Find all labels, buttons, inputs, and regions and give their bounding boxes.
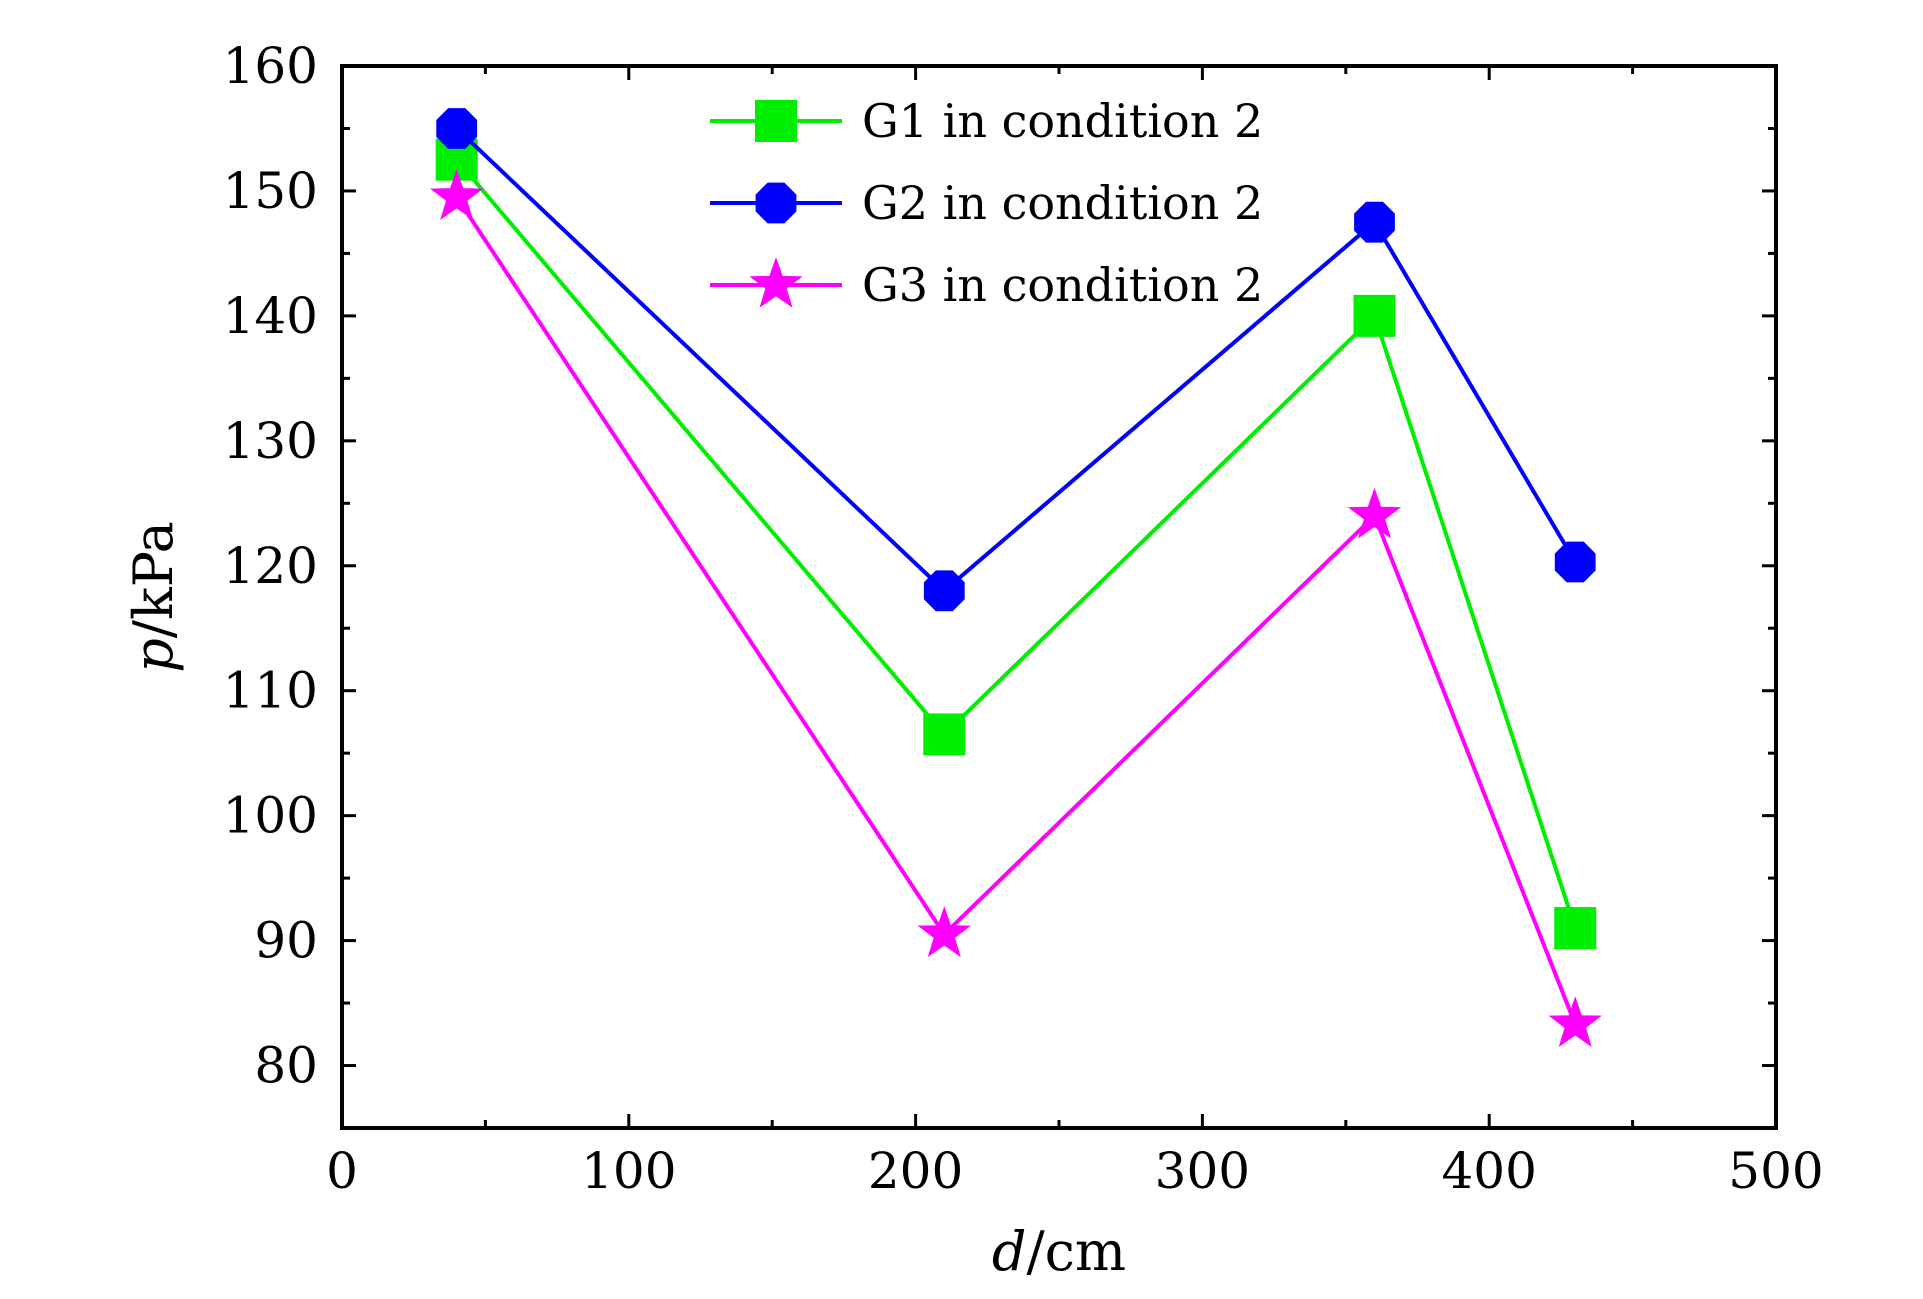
series-3-segment — [1372, 515, 1578, 1026]
series-2-segment — [1372, 221, 1577, 564]
series-3-segment — [942, 514, 1376, 936]
series-layer — [430, 108, 1602, 1047]
legend-label: G1 in condition 2 — [862, 94, 1263, 148]
series-1-segment — [1372, 315, 1578, 929]
series-2 — [436, 108, 1596, 612]
series-1-point — [923, 713, 966, 756]
series-2-segment — [942, 220, 1376, 593]
legend-entry-1: G1 in condition 2 — [710, 94, 1263, 148]
x-tick-label: 500 — [1728, 1142, 1823, 1200]
x-tick-label: 400 — [1441, 1142, 1536, 1200]
series-1 — [435, 138, 1597, 950]
x-tick-label: 300 — [1155, 1142, 1250, 1200]
legend-label: G2 in condition 2 — [862, 176, 1263, 230]
y-tick-label: 150 — [223, 162, 318, 220]
series-2-point — [1354, 201, 1395, 243]
x-axis-variable: d — [992, 1220, 1027, 1283]
legend: G1 in condition 2 G2 in condition 2 G3 in … — [710, 94, 1263, 312]
series-3-point — [917, 906, 972, 958]
series-3-point — [430, 169, 484, 220]
series-1-point — [1554, 907, 1597, 950]
legend-marker — [749, 256, 803, 308]
series-1-segment — [455, 158, 946, 736]
x-tick-label: 100 — [581, 1142, 676, 1200]
x-tick-label: 200 — [868, 1142, 963, 1200]
series-1-segment — [942, 314, 1376, 736]
y-axis-label: p/kPa — [122, 521, 185, 673]
series-2-point — [436, 108, 478, 149]
legend-marker — [755, 100, 797, 142]
series-3-point — [1548, 996, 1602, 1047]
y-tick-label: 80 — [254, 1037, 318, 1095]
y-axis-variable: p — [122, 638, 185, 673]
x-tick-label: 0 — [326, 1142, 358, 1200]
legend-label: G3 in condition 2 — [862, 258, 1263, 312]
y-tick-label: 160 — [223, 37, 318, 95]
y-tick-label: 110 — [223, 662, 318, 720]
y-tick-label: 140 — [223, 287, 318, 345]
x-axis-label: d/cm — [992, 1220, 1126, 1283]
series-2-point — [1554, 541, 1596, 583]
series-2-segment — [455, 127, 946, 593]
y-tick-label: 90 — [254, 912, 318, 970]
y-tick-label: 100 — [223, 787, 318, 845]
y-tick-label: 120 — [223, 537, 318, 595]
series-3-segment — [455, 196, 946, 936]
axis-layer: 0 100 200 300 400 500 80 90 100 110 120 130 140 150 16… — [223, 37, 1824, 1200]
series-1-point — [1353, 294, 1396, 337]
legend-entry-3: G3 in condition 2 — [710, 256, 1263, 312]
legend-marker — [755, 182, 797, 224]
y-axis-unit: /kPa — [122, 521, 185, 638]
series-2-point — [923, 570, 965, 612]
y-tick-label: 130 — [223, 412, 318, 470]
series-3 — [430, 169, 1602, 1047]
series-3-point — [1347, 487, 1402, 539]
legend-entry-2: G2 in condition 2 — [710, 176, 1263, 230]
x-axis-unit: /cm — [1026, 1220, 1126, 1283]
